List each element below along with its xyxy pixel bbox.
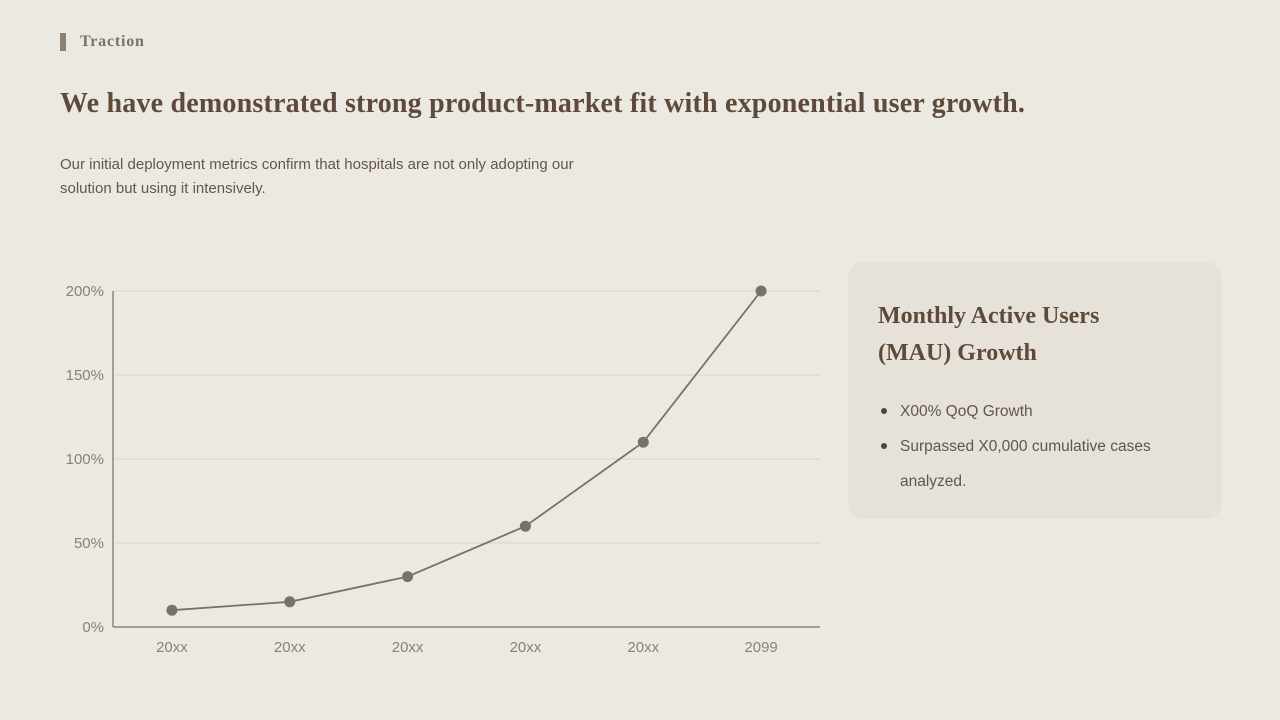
y-tick-label: 200%	[66, 283, 104, 300]
eyebrow-bar-icon	[60, 33, 66, 51]
slide-subtitle: Our initial deployment metrics confirm t…	[60, 156, 574, 197]
data-point	[637, 436, 649, 448]
x-tick-label: 20xx	[627, 639, 659, 656]
section-label: Traction	[80, 33, 145, 50]
x-tick-label: 20xx	[274, 639, 306, 656]
y-tick-label: 100%	[66, 451, 104, 468]
data-point	[166, 604, 178, 616]
card-title-line1: Monthly Active Users	[878, 303, 1100, 329]
x-tick-label: 20xx	[156, 639, 188, 656]
data-point	[519, 520, 531, 532]
growth-line	[171, 290, 762, 612]
y-tick-label: 50%	[74, 535, 104, 552]
card-title-line2: (MAU) Growth	[878, 340, 1037, 366]
x-tick-label: 20xx	[392, 639, 424, 656]
data-point	[402, 571, 414, 583]
card-bullet-item: X00% QoQ Growth	[878, 394, 1192, 429]
mau-growth-card: Monthly Active Users (MAU) Growth X00% Q…	[848, 262, 1222, 519]
card-bullet-item: Surpassed X0,000 cumulative cases analyz…	[878, 429, 1192, 499]
x-tick-label: 2099	[744, 639, 777, 656]
data-point	[755, 285, 767, 297]
y-tick-label: 0%	[82, 619, 104, 636]
data-point	[284, 596, 296, 608]
section-eyebrow: Traction	[60, 33, 145, 51]
slide-title: We have demonstrated strong product-mark…	[60, 88, 1026, 119]
y-tick-label: 150%	[66, 367, 104, 384]
card-bullet-list: X00% QoQ Growth Surpassed X0,000 cumulati…	[878, 394, 1192, 499]
x-tick-label: 20xx	[510, 639, 542, 656]
card-title: Monthly Active Users (MAU) Growth	[878, 298, 1192, 372]
